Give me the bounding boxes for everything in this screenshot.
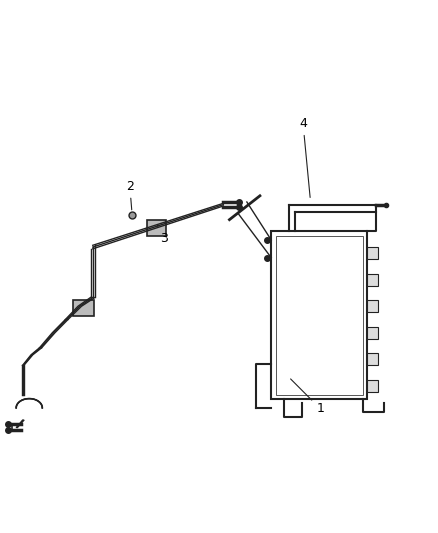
Bar [271, 231, 367, 399]
Text: 2: 2 [126, 180, 134, 210]
Bar [367, 353, 378, 366]
Text: 1: 1 [290, 379, 325, 415]
Bar [73, 300, 94, 316]
Bar [276, 236, 363, 394]
Bar [367, 300, 378, 312]
Bar [367, 273, 378, 286]
Text: 4: 4 [299, 117, 310, 197]
Bar [367, 379, 378, 392]
Bar [367, 247, 378, 260]
Bar [147, 220, 166, 236]
Text: 3: 3 [157, 225, 168, 245]
Bar [367, 327, 378, 339]
